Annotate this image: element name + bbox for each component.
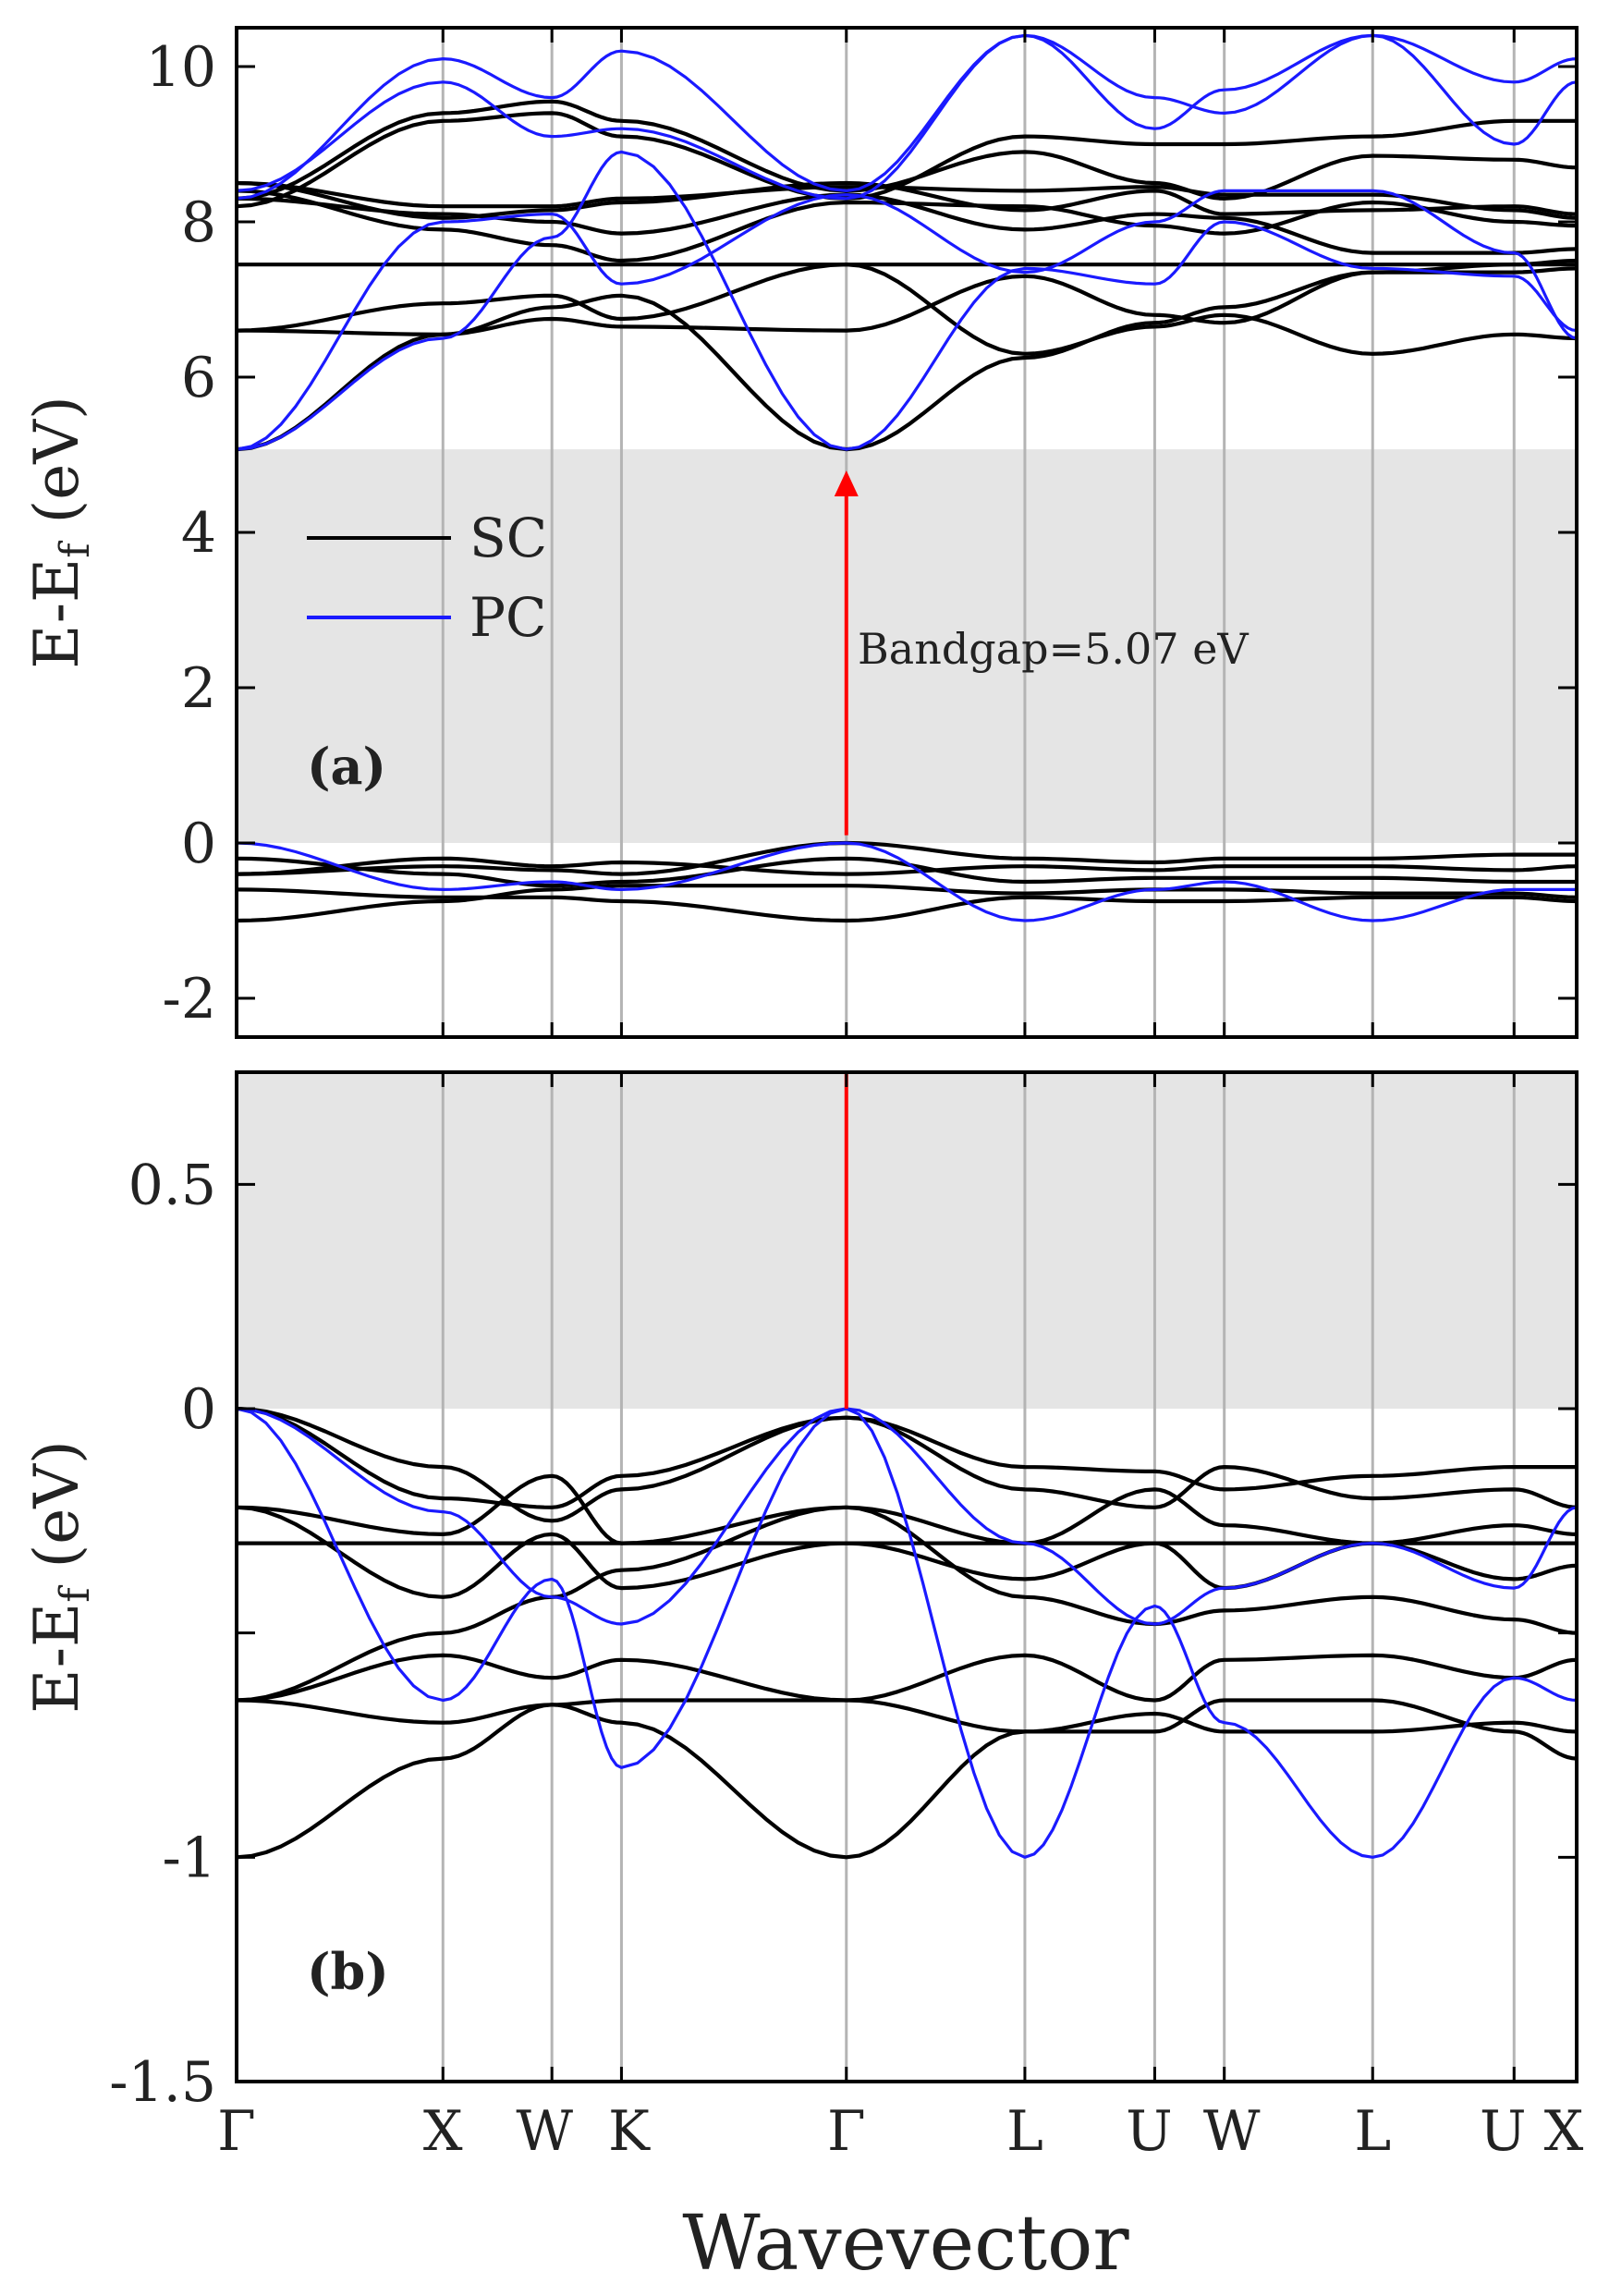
pc-band-line	[237, 841, 1577, 922]
y-tick-label: 10	[146, 35, 216, 100]
legend-label-pc: PC	[469, 586, 546, 649]
y-axis-title: E-Ef (eV)	[21, 396, 99, 668]
sc-band-line	[237, 887, 1577, 923]
pc-band-line	[237, 1407, 1577, 1859]
y-tick-label: 6	[181, 346, 216, 410]
x-tick-label: L	[1006, 2099, 1043, 2164]
panel-label: (b)	[307, 1942, 389, 2001]
sc-band-line	[237, 1698, 1577, 1860]
sc-band-line	[237, 189, 1577, 263]
x-tick-label: K	[608, 2099, 651, 2164]
sc-band-line	[237, 266, 1577, 336]
bandgap-arrowhead	[834, 470, 859, 496]
pc-band-line	[237, 150, 1577, 451]
sc-band-line	[237, 99, 1577, 201]
sc-band-line	[237, 1505, 1577, 1703]
y-axis-title-main: E-E	[21, 558, 92, 669]
x-tick-label: W	[516, 2099, 573, 2164]
sc-band-line	[237, 1653, 1577, 1703]
x-tick-label: X	[423, 2099, 463, 2164]
sc-band-line	[237, 1406, 1577, 1509]
x-tick-label: U	[1480, 2099, 1527, 2164]
y-tick-label: 8	[181, 190, 216, 255]
pc-band-line	[237, 1407, 1577, 1626]
y-tick-label: 0	[181, 1377, 216, 1442]
y-axis-title-main: E-E	[21, 1603, 92, 1714]
y-axis-title-subscript: f	[52, 541, 99, 558]
y-tick-label: 0.5	[128, 1153, 216, 1217]
y-axis-title: E-Ef (eV)	[21, 1440, 99, 1713]
panel-b: -1.5-100.5Γ X W K Γ L U W L U XE-Ef (eV)(b)	[21, 1070, 1584, 2164]
plot-frame	[235, 1070, 1579, 2083]
sc-band-line	[237, 1406, 1577, 1523]
y-tick-label: 0	[181, 812, 216, 876]
x-tick-label: W	[1203, 2099, 1261, 2164]
sc-band-line	[237, 180, 1577, 220]
sc-band-line	[237, 192, 1577, 255]
x-axis-title: Wavevector	[682, 2200, 1129, 2288]
y-tick-label: -1.5	[109, 2050, 216, 2115]
y-tick-label: 4	[181, 501, 216, 566]
y-tick-label: 2	[181, 656, 216, 721]
x-tick-label: Γ	[217, 2099, 256, 2164]
sc-band-line	[237, 1473, 1577, 1545]
x-tick-label: Γ	[827, 2099, 866, 2164]
sc-band-line	[237, 1505, 1577, 1599]
y-axis-title-subscript: f	[52, 1585, 99, 1603]
legend-label-sc: SC	[469, 507, 547, 569]
x-tick-label: X	[1544, 2099, 1584, 2164]
bandgap-annotation: Bandgap=5.07 eV	[858, 624, 1249, 674]
y-axis-title-unit: (eV)	[21, 396, 92, 543]
sc-band-line	[237, 840, 1577, 876]
y-tick-label: -2	[163, 967, 216, 1032]
sc-band-line	[237, 856, 1577, 876]
x-tick-label: U	[1126, 2099, 1173, 2164]
sc-band-line	[237, 263, 1577, 356]
sc-band-line	[237, 180, 1577, 220]
band-lines	[237, 1406, 1577, 1860]
bandgap-shading	[237, 449, 1577, 843]
sc-band-line	[237, 111, 1577, 209]
panel-a: -2 0 2 4 6 8 10 E-Ef (eV) (a) Bandgap=5.07 eV SC PC	[21, 26, 1579, 1039]
x-tick-label: L	[1354, 2099, 1391, 2164]
pc-band-line	[237, 33, 1577, 201]
y-tick-label: -1	[163, 1826, 216, 1890]
panel-label: (a)	[307, 737, 386, 796]
bandgap-shading	[237, 1072, 1577, 1409]
sc-band-line	[237, 884, 1577, 923]
pc-band-line	[237, 189, 1577, 451]
sc-band-line	[237, 1698, 1577, 1734]
y-axis-title-unit: (eV)	[21, 1440, 92, 1587]
